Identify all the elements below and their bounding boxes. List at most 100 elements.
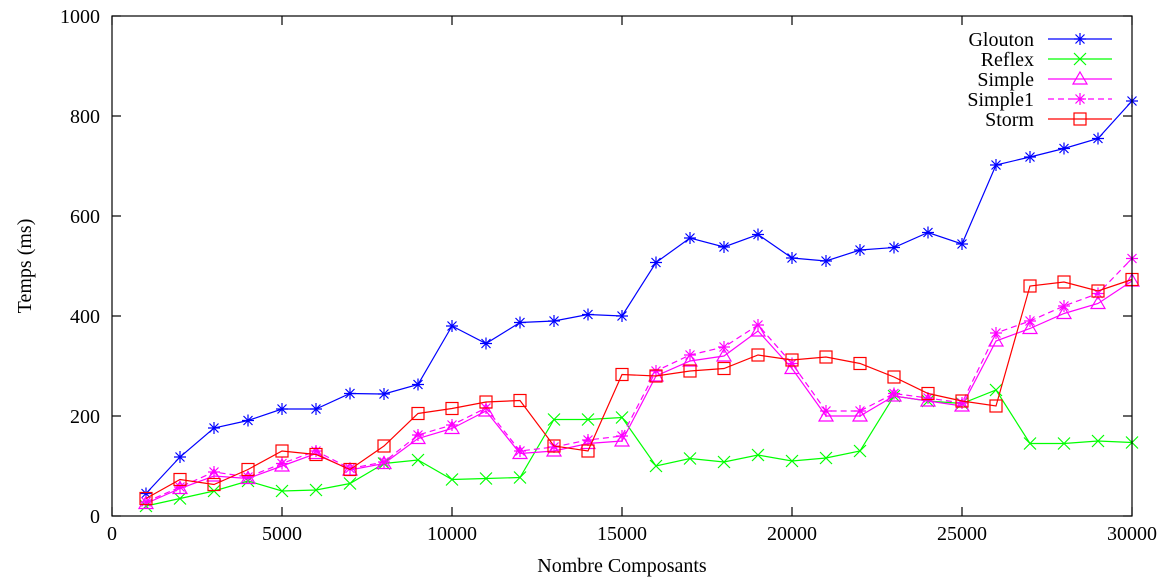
data-point xyxy=(1092,287,1104,300)
data-point xyxy=(378,456,390,468)
data-point xyxy=(956,397,968,409)
legend-label: Simple1 xyxy=(967,89,1034,111)
series-simple1 xyxy=(140,252,1138,508)
series-line xyxy=(145,278,1133,500)
data-point xyxy=(785,454,799,468)
data-point xyxy=(411,406,425,421)
data-point xyxy=(1091,284,1105,298)
series-line xyxy=(145,100,1133,494)
data-point xyxy=(616,430,628,442)
data-point xyxy=(1057,437,1071,450)
data-point xyxy=(819,350,833,364)
data-point xyxy=(649,369,663,383)
data-point xyxy=(139,491,153,506)
data-point xyxy=(513,471,527,484)
series-line xyxy=(145,280,1133,505)
legend-item-simple: Simple xyxy=(977,69,1112,91)
data-point xyxy=(479,395,493,409)
data-point xyxy=(547,413,561,426)
series-line xyxy=(145,258,1133,503)
legend-item-reflex: Reflex xyxy=(981,49,1112,71)
data-point xyxy=(650,256,662,269)
data-point xyxy=(649,459,663,473)
data-point xyxy=(1058,300,1070,312)
data-point xyxy=(477,402,495,417)
legend-item-glouton: Glouton xyxy=(968,29,1112,51)
data-point xyxy=(582,434,594,446)
data-point xyxy=(242,471,254,483)
data-point xyxy=(616,310,628,322)
data-point xyxy=(140,487,152,500)
data-point xyxy=(1058,142,1070,155)
data-point xyxy=(888,241,900,254)
data-point xyxy=(820,255,832,267)
data-point xyxy=(1055,305,1073,320)
data-point xyxy=(140,496,152,508)
data-point xyxy=(752,319,764,331)
data-point xyxy=(275,444,289,458)
data-point xyxy=(1024,151,1036,163)
data-point xyxy=(650,365,662,377)
axis-ticks: 0 5000 10000 15000 20000 25000 30000 0 200 400 600… xyxy=(60,6,1157,545)
data-point xyxy=(173,472,187,487)
data-point xyxy=(241,462,255,477)
series-simple xyxy=(137,272,1141,510)
data-point xyxy=(853,444,867,458)
data-point xyxy=(242,414,254,427)
data-point xyxy=(310,445,322,457)
data-point xyxy=(718,341,730,353)
data-point xyxy=(310,403,322,415)
x-tick-label: 20000 xyxy=(767,523,817,545)
series-glouton xyxy=(140,95,1138,500)
x-tick-label: 0 xyxy=(107,523,117,545)
data-point xyxy=(479,472,493,485)
data-point xyxy=(990,159,1002,171)
data-point xyxy=(547,439,561,453)
data-point xyxy=(953,397,971,412)
data-point xyxy=(173,492,187,505)
legend-item-simple1: Simple1 xyxy=(967,89,1112,111)
y-tick-label: 1000 xyxy=(60,6,100,28)
data-point xyxy=(309,447,323,462)
data-point xyxy=(1073,112,1087,126)
x-tick-label: 25000 xyxy=(937,523,987,545)
data-point xyxy=(751,348,765,362)
data-point xyxy=(615,367,629,382)
data-point xyxy=(717,361,731,376)
data-point xyxy=(888,387,900,400)
data-point xyxy=(514,445,526,457)
y-tick-label: 0 xyxy=(90,506,100,528)
data-point xyxy=(922,392,934,404)
legend-label: Glouton xyxy=(968,29,1034,51)
data-point xyxy=(582,308,594,321)
x-tick-label: 5000 xyxy=(262,523,302,545)
data-point xyxy=(684,232,696,244)
data-point xyxy=(344,462,356,475)
data-point xyxy=(683,452,697,465)
data-point xyxy=(684,349,696,361)
data-point xyxy=(1074,33,1086,45)
data-point xyxy=(1073,52,1087,66)
legend-label: Simple xyxy=(977,69,1034,91)
data-point xyxy=(412,378,424,391)
data-point xyxy=(1089,295,1107,310)
data-point xyxy=(1057,275,1071,289)
data-point xyxy=(820,405,832,417)
data-point xyxy=(785,353,799,367)
data-point xyxy=(1023,279,1037,293)
data-point xyxy=(1071,70,1089,85)
data-point xyxy=(956,238,968,250)
data-point xyxy=(411,453,425,467)
data-point xyxy=(955,394,969,408)
data-point xyxy=(343,462,357,477)
series-reflex xyxy=(139,383,1139,513)
data-point xyxy=(887,370,901,384)
data-point xyxy=(276,403,288,415)
data-point xyxy=(1021,320,1039,335)
data-point xyxy=(615,411,629,424)
data-point xyxy=(1024,315,1036,327)
data-point xyxy=(990,327,1002,339)
x-tick-label: 15000 xyxy=(597,523,647,545)
